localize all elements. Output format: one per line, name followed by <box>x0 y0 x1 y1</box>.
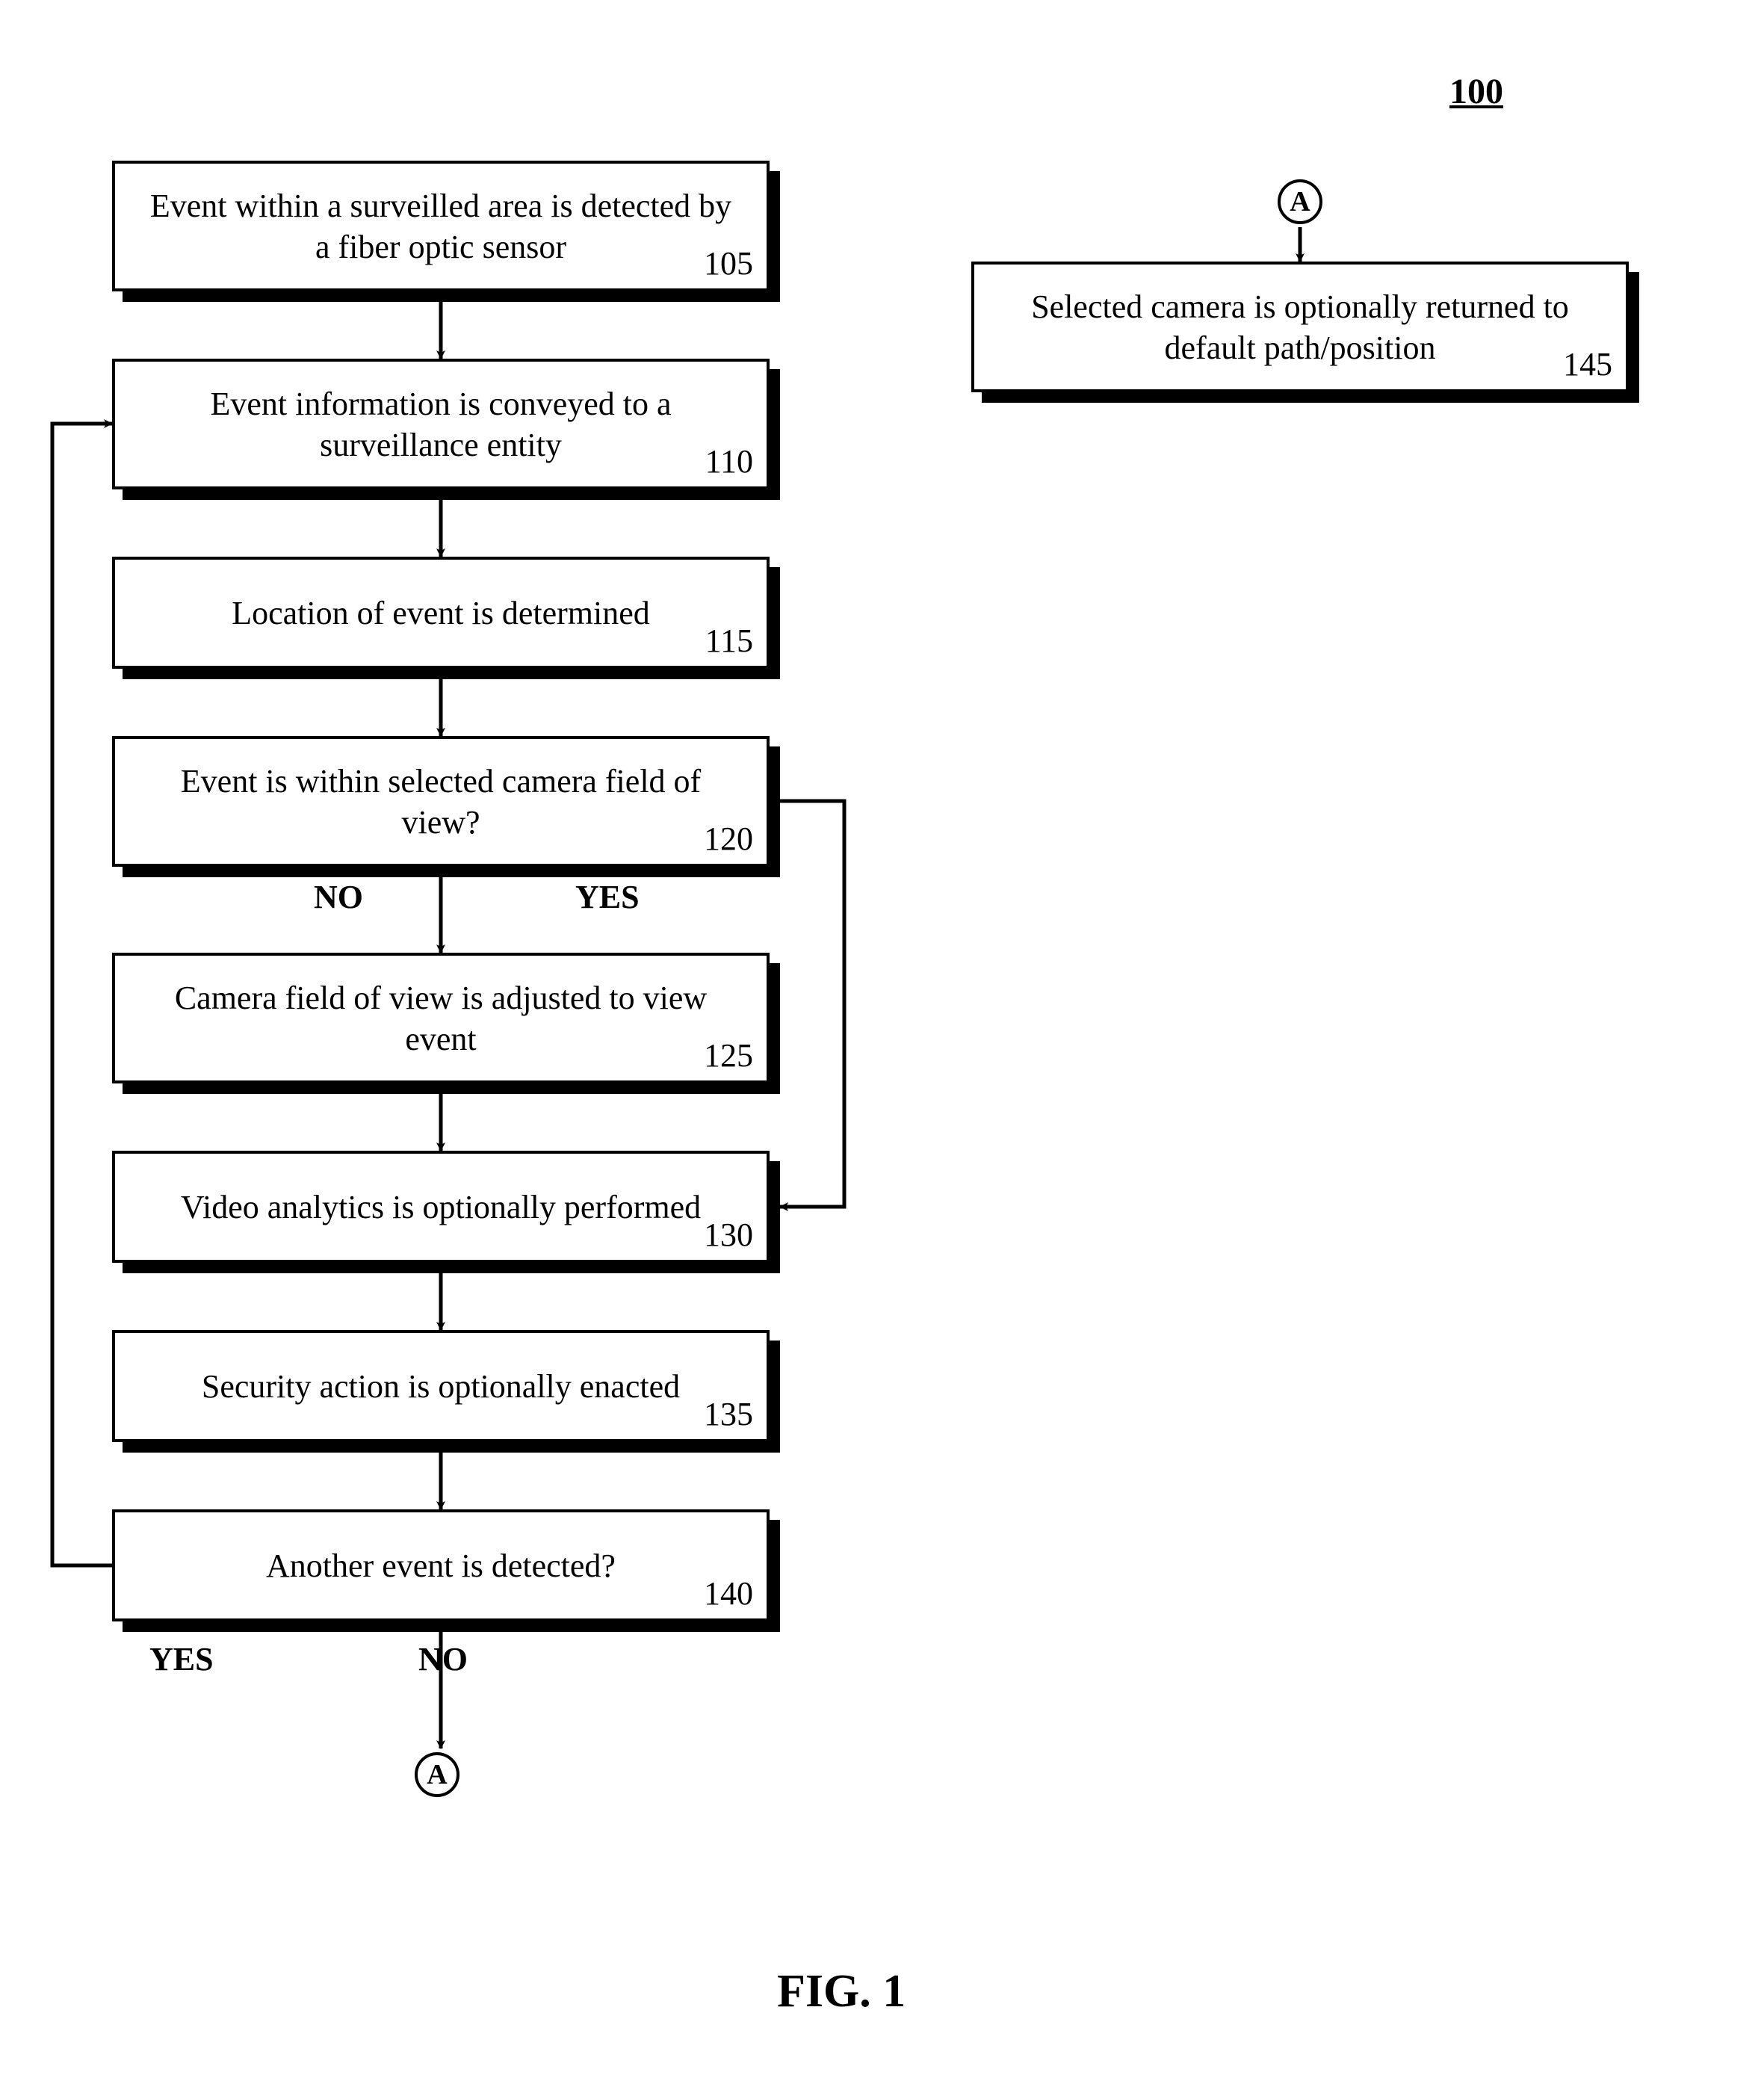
flow-box-text: Event is within selected camera field of… <box>112 736 770 867</box>
flow-box-label: Camera field of view is adjusted to view… <box>145 977 737 1060</box>
flow-box-text: Security action is optionally enacted 135 <box>112 1330 770 1442</box>
flow-box-145: Selected camera is optionally returned t… <box>971 262 1639 403</box>
flow-box-text: Selected camera is optionally returned t… <box>971 262 1629 392</box>
flow-box-text: Location of event is determined 115 <box>112 557 770 669</box>
flow-box-number: 145 <box>1563 344 1612 385</box>
flow-box-text: Another event is detected? 140 <box>112 1509 770 1621</box>
figure-caption: FIG. 1 <box>777 1965 906 2018</box>
flow-box-number: 125 <box>704 1035 753 1076</box>
flow-box-number: 115 <box>705 620 753 661</box>
flow-box-115: Location of event is determined 115 <box>112 557 780 679</box>
figure-number: 100 <box>1449 71 1503 112</box>
decision-label-yes: YES <box>149 1640 214 1678</box>
connector-a-0: A <box>415 1752 459 1797</box>
decision-label-no: NO <box>418 1640 468 1678</box>
flow-box-number: 130 <box>704 1214 753 1255</box>
flow-box-number: 110 <box>705 441 753 482</box>
flow-box-number: 135 <box>704 1394 753 1435</box>
decision-label-no: NO <box>314 878 363 916</box>
flow-box-140: Another event is detected? 140 <box>112 1509 780 1632</box>
flow-box-label: Another event is detected? <box>266 1545 616 1586</box>
flow-box-125: Camera field of view is adjusted to view… <box>112 953 780 1094</box>
flow-box-number: 140 <box>704 1573 753 1614</box>
flow-box-135: Security action is optionally enacted 135 <box>112 1330 780 1453</box>
decision-label-yes: YES <box>575 878 640 916</box>
flow-box-label: Event is within selected camera field of… <box>145 761 737 843</box>
flow-box-text: Event within a surveilled area is detect… <box>112 161 770 291</box>
flow-box-text: Camera field of view is adjusted to view… <box>112 953 770 1083</box>
flowchart-canvas: 100 Event within a surveilled area is de… <box>0 0 1764 2081</box>
flow-box-label: Location of event is determined <box>232 593 650 634</box>
flow-box-text: Event information is conveyed to a surve… <box>112 359 770 489</box>
flow-box-label: Selected camera is optionally returned t… <box>1004 286 1596 368</box>
flow-box-number: 120 <box>704 818 753 859</box>
flow-box-110: Event information is conveyed to a surve… <box>112 359 780 500</box>
flow-box-130: Video analytics is optionally performed1… <box>112 1151 780 1273</box>
flow-box-label: Security action is optionally enacted <box>202 1366 680 1407</box>
connector-a-1: A <box>1278 179 1322 224</box>
flow-box-label: Event within a surveilled area is detect… <box>145 185 737 268</box>
flow-box-120: Event is within selected camera field of… <box>112 736 780 877</box>
flow-box-105: Event within a surveilled area is detect… <box>112 161 780 302</box>
flow-box-number: 105 <box>704 243 753 284</box>
flow-box-label: Video analytics is optionally performed <box>181 1187 701 1228</box>
flow-box-text: Video analytics is optionally performed1… <box>112 1151 770 1263</box>
flow-box-label: Event information is conveyed to a surve… <box>145 383 737 466</box>
